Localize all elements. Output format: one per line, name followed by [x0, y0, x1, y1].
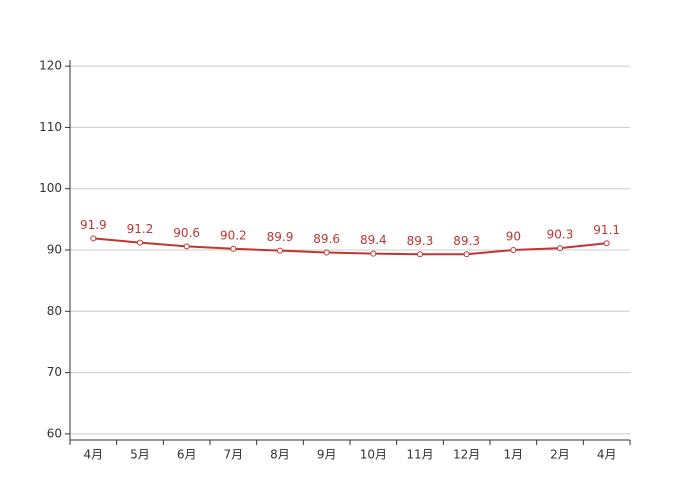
point: [230, 245, 237, 252]
point: [90, 235, 97, 242]
value-label: 91.1: [593, 223, 620, 237]
y-tick-label: 120: [39, 59, 62, 73]
value-label: 90.6: [173, 226, 200, 240]
point: [183, 243, 190, 250]
value-label: 91.9: [80, 218, 107, 232]
value-label: 89.3: [453, 234, 480, 248]
y-tick-label: 80: [47, 304, 62, 318]
x-tick-label: 4月: [84, 448, 104, 462]
y-tick-label: 100: [39, 181, 62, 195]
point: [463, 251, 470, 258]
series-line: [93, 237, 607, 256]
point: [417, 251, 423, 258]
x-tick-label: 7月: [224, 448, 244, 462]
x-tick-label: 9月: [317, 448, 337, 462]
point: [277, 247, 283, 254]
x-tick-label: 11月: [406, 448, 433, 462]
y-tick-label: 60: [47, 426, 62, 440]
x-tick-label: 12月: [453, 448, 480, 462]
x-tick-label: 1月: [504, 448, 524, 462]
value-label: 90.2: [220, 228, 247, 242]
x-tick-label: 2月: [550, 448, 570, 462]
value-label: 90.3: [547, 228, 574, 242]
y-tick-label: 90: [47, 243, 62, 257]
value-label: 89.4: [360, 233, 387, 247]
point: [603, 240, 610, 247]
y-tick-label: 110: [39, 120, 62, 134]
point: [370, 250, 377, 257]
y-tick-label: 70: [47, 365, 62, 379]
x-tick-label: 5月: [130, 448, 150, 462]
value-label: 90: [506, 230, 521, 244]
point: [510, 247, 517, 253]
x-tick-label: 10月: [360, 448, 387, 462]
value-label: 91.2: [127, 222, 154, 236]
x-tick-label: 6月: [177, 448, 197, 462]
point: [557, 245, 563, 252]
value-label: 89.6: [313, 232, 340, 246]
x-tick-label: 4月: [597, 448, 617, 462]
point: [323, 249, 330, 256]
value-label: 89.3: [407, 234, 434, 248]
x-tick-label: 8月: [270, 448, 290, 462]
value-label: 89.9: [267, 230, 294, 244]
point: [137, 239, 143, 246]
